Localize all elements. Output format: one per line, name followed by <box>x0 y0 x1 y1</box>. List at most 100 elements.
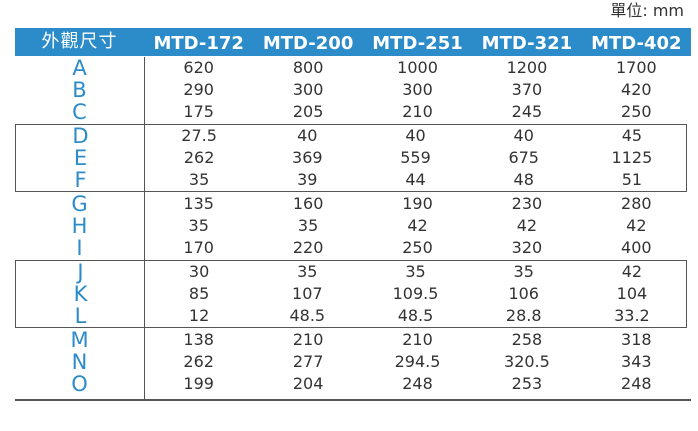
table-cell: 170 <box>183 238 214 257</box>
dimension-key: E <box>73 146 88 170</box>
model-header: MTD-172 <box>153 33 244 54</box>
table-cell: 277 <box>292 352 324 371</box>
table-cell: 138 <box>183 330 214 349</box>
table-bottom-rule <box>15 399 691 401</box>
dimension-key: B <box>72 78 87 102</box>
dimension-key: J <box>77 260 84 284</box>
table-cell: 1000 <box>397 58 438 77</box>
row-group: G 135 160 190 230 280 H 35 35 42 42 42 I 170 220 250 320… <box>15 193 691 259</box>
table-cell: 35 <box>188 216 209 235</box>
row-group: J 30 35 35 35 42 K 85 107 109.5 106 104 L 12 48.5 48.5 2… <box>15 260 687 328</box>
table-cell: 262 <box>183 352 214 371</box>
table-cell: 106 <box>508 284 539 303</box>
table-cell: 48 <box>513 170 534 189</box>
table-row: A 620 800 1000 1200 1700 <box>15 57 691 79</box>
table-cell: 400 <box>621 238 652 257</box>
table-cell: 30 <box>188 262 210 281</box>
table-cell: 40 <box>297 126 318 145</box>
table-cell: 28.8 <box>505 306 542 325</box>
table-cell: 248 <box>621 374 652 393</box>
table-cell: 290 <box>183 80 214 99</box>
table-cell: 230 <box>511 194 543 213</box>
table-row: I 170 220 250 320 400 <box>15 237 691 259</box>
row-group: M 138 210 210 258 318 N 262 277 294.5 320.5 343 O 199… <box>15 329 691 395</box>
table-cell: 420 <box>621 80 652 99</box>
model-header: MTD-200 <box>262 33 354 54</box>
table-cell: 320 <box>511 238 543 257</box>
dimension-key: L <box>74 304 87 328</box>
table-cell: 258 <box>511 330 543 349</box>
table-cell: 33.2 <box>614 306 650 325</box>
table-cell: 40 <box>513 126 534 145</box>
table-header: 外觀尺寸 MTD-172 MTD-200 MTD-251 MTD-321 MTD… <box>15 28 691 56</box>
table-cell: 42 <box>407 216 428 235</box>
table-body: A 620 800 1000 1200 1700 B 290 300 300 370 420 C 175 2… <box>15 57 691 401</box>
table-cell: 48.5 <box>397 306 434 325</box>
table-cell: 204 <box>292 374 324 393</box>
table-cell: 248 <box>402 374 433 393</box>
table-cell: 27.5 <box>181 126 217 145</box>
table-cell: 253 <box>511 374 543 393</box>
dimension-key: F <box>74 168 87 192</box>
table-cell: 35 <box>297 262 318 281</box>
table-cell: 220 <box>292 238 324 257</box>
table-cell: 85 <box>188 284 210 303</box>
table-cell: 44 <box>405 170 426 189</box>
table-row: H 35 35 42 42 42 <box>15 215 691 237</box>
dimension-key: I <box>76 236 83 260</box>
unit-label: 單位: mm <box>610 1 684 20</box>
table-cell: 800 <box>292 58 324 77</box>
table-cell: 250 <box>402 238 433 257</box>
table-cell: 300 <box>402 80 433 99</box>
dimension-key: H <box>71 214 88 238</box>
table-cell: 175 <box>183 102 214 121</box>
table-cell: 1125 <box>611 148 653 167</box>
table-cell: 42 <box>621 262 643 281</box>
table-cell: 250 <box>621 102 652 121</box>
table-cell: 262 <box>183 148 215 167</box>
table-row: E 262 369 559 675 1125 <box>16 147 686 169</box>
table-cell: 160 <box>292 194 324 213</box>
dimension-key: O <box>71 372 88 396</box>
table-cell: 210 <box>402 102 433 121</box>
table-cell: 45 <box>621 126 643 145</box>
table-cell: 135 <box>183 194 214 213</box>
table-cell: 39 <box>297 170 318 189</box>
table-row: G 135 160 190 230 280 <box>15 193 691 215</box>
model-header: MTD-321 <box>481 33 573 54</box>
row-group: D 27.5 40 40 40 45 E 262 369 559 675 1125 F 35 39 44 48 5… <box>15 124 687 192</box>
table-row: L 12 48.5 48.5 28.8 33.2 <box>16 305 686 327</box>
model-header: MTD-251 <box>372 33 463 54</box>
table-cell: 294.5 <box>394 352 441 371</box>
table-cell: 318 <box>621 330 652 349</box>
table-cell: 40 <box>405 126 426 145</box>
table-cell: 107 <box>292 284 323 303</box>
table-row: J 30 35 35 35 42 <box>16 261 686 283</box>
table-cell: 343 <box>621 352 652 371</box>
table-row: C 175 205 210 245 250 <box>15 101 691 123</box>
table-cell: 1200 <box>506 58 548 77</box>
table-row: D 27.5 40 40 40 45 <box>16 125 686 147</box>
table-row: N 262 277 294.5 320.5 343 <box>15 351 691 373</box>
table-cell: 210 <box>292 330 324 349</box>
table-cell: 35 <box>513 262 534 281</box>
dimension-key: C <box>72 100 87 124</box>
dimension-key: D <box>72 124 89 148</box>
row-group: A 620 800 1000 1200 1700 B 290 300 300 370 420 C 175 2… <box>15 57 691 123</box>
table-cell: 35 <box>297 216 319 235</box>
dimension-key: A <box>72 56 87 80</box>
table-row: B 290 300 300 370 420 <box>15 79 691 101</box>
table-cell: 370 <box>511 80 543 99</box>
table-cell: 48.5 <box>289 306 326 325</box>
table-cell: 35 <box>188 170 210 189</box>
table-cell: 620 <box>183 58 214 77</box>
table-cell: 12 <box>188 306 210 325</box>
table-cell: 109.5 <box>392 284 439 303</box>
table-cell: 1700 <box>615 58 657 77</box>
table-row: K 85 107 109.5 106 104 <box>16 283 686 305</box>
table-cell: 51 <box>621 170 643 189</box>
dimension-table: 外觀尺寸 MTD-172 MTD-200 MTD-251 MTD-321 MTD… <box>15 28 691 401</box>
table-row: F 35 39 44 48 51 <box>16 169 686 191</box>
dimension-key: M <box>70 328 89 352</box>
table-cell: 369 <box>292 148 323 167</box>
